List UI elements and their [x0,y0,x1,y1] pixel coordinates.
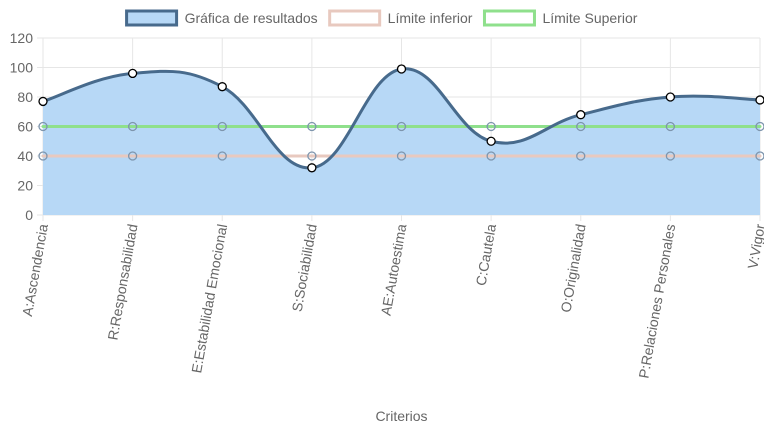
legend-swatch[interactable] [482,9,536,27]
y-tick-label: 120 [10,30,34,46]
data-point[interactable] [755,151,764,161]
x-tick-label: S:Sociabilidad [289,223,320,313]
y-tick-label: 60 [17,119,33,135]
data-point[interactable] [127,151,138,161]
data-point[interactable] [396,64,407,74]
series-points [38,64,764,173]
x-tick-label: A:Ascendencia [19,223,51,318]
data-point[interactable] [127,121,138,132]
data-point[interactable] [486,136,496,146]
data-point[interactable] [755,121,764,132]
data-point[interactable] [665,151,676,161]
data-point[interactable] [307,163,317,173]
legend-swatch[interactable] [125,9,179,27]
legend-label[interactable]: Límite inferior [388,10,473,26]
x-tick-label: O:Originalidad [557,223,588,314]
data-point[interactable] [38,151,48,161]
y-tick-label: 40 [17,148,33,164]
data-point[interactable] [486,151,496,161]
data-point[interactable] [396,151,407,161]
x-tick-label: E:Estabilidad Emocional [188,223,230,374]
x-tick-label: R:Responsabilidad [104,223,140,342]
data-point[interactable] [486,121,496,132]
x-tick-label: P:Relaciones Personales [635,223,678,380]
legend-label[interactable]: Límite Superior [542,10,637,26]
x-axis-title: Criterios [375,408,427,424]
data-point[interactable] [665,121,676,132]
data-point[interactable] [665,92,676,102]
data-point[interactable] [38,96,48,107]
data-point[interactable] [576,121,586,132]
data-point[interactable] [307,151,317,161]
y-tick-label: 0 [25,207,33,223]
data-point[interactable] [576,151,586,161]
x-tick-label: C:Cautela [473,223,500,287]
area-fills [43,68,760,215]
data-point[interactable] [576,110,586,120]
y-tick-label: 20 [17,178,33,194]
data-point[interactable] [217,121,227,132]
data-point[interactable] [217,82,227,92]
data-point[interactable] [38,121,48,132]
data-point[interactable] [127,68,138,79]
data-point[interactable] [396,121,407,132]
x-tick-label: AE:Autoestima [378,223,410,317]
y-axis-ticks: 0 20 40 60 80 100 120 [10,30,34,223]
series-area-fill [43,68,760,215]
legend-label[interactable]: Gráfica de resultados [185,10,318,26]
x-tick-label: V:Vigor [744,222,764,270]
data-point[interactable] [755,95,764,105]
data-point[interactable] [217,151,227,161]
data-point[interactable] [307,121,317,132]
x-axis-ticks: A:Ascendencia R:Responsabilidad E:Estabili… [19,222,764,379]
y-tick-label: 80 [17,89,33,105]
legend: Gráfica de resultados Límite inferior Lími… [125,9,638,27]
y-tick-label: 100 [10,60,34,76]
legend-swatch[interactable] [328,9,382,27]
